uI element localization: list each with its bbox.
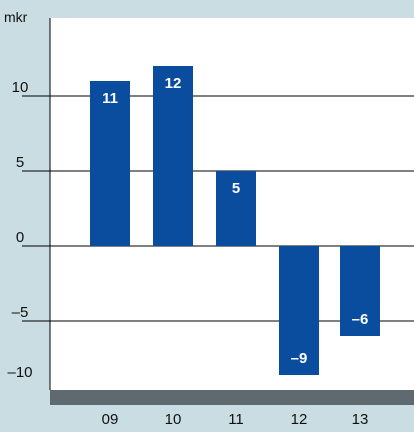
x-tick-label: 12	[291, 411, 308, 428]
data-label: –9	[291, 350, 308, 367]
x-tick-label: 09	[102, 411, 119, 428]
data-label: –6	[352, 311, 369, 328]
y-tick-label: 0	[16, 229, 24, 246]
axis-band	[50, 390, 414, 405]
x-tick-label: 13	[352, 411, 369, 428]
bar	[153, 66, 193, 246]
y-tick-labels: –10 –5 0 5 10	[7, 79, 32, 381]
x-tick-label: 10	[165, 411, 182, 428]
bar	[216, 171, 256, 246]
bar	[340, 246, 380, 336]
y-tick-label: –5	[12, 304, 29, 321]
data-label: 5	[232, 180, 240, 197]
bar	[279, 246, 319, 375]
y-tick-label: 10	[12, 79, 29, 96]
data-labels: 11 12 5 –9 –6	[102, 75, 368, 367]
y-tick-label: 5	[16, 154, 24, 171]
data-label: 12	[165, 75, 182, 92]
y-axis-label: mkr	[4, 9, 28, 25]
x-tick-label: 11	[228, 411, 244, 428]
bar	[90, 81, 130, 246]
data-label: 11	[102, 90, 118, 107]
x-tick-labels: 09 10 11 12 13	[102, 411, 369, 428]
bars	[90, 66, 380, 375]
y-tick-label: –10	[7, 364, 32, 381]
